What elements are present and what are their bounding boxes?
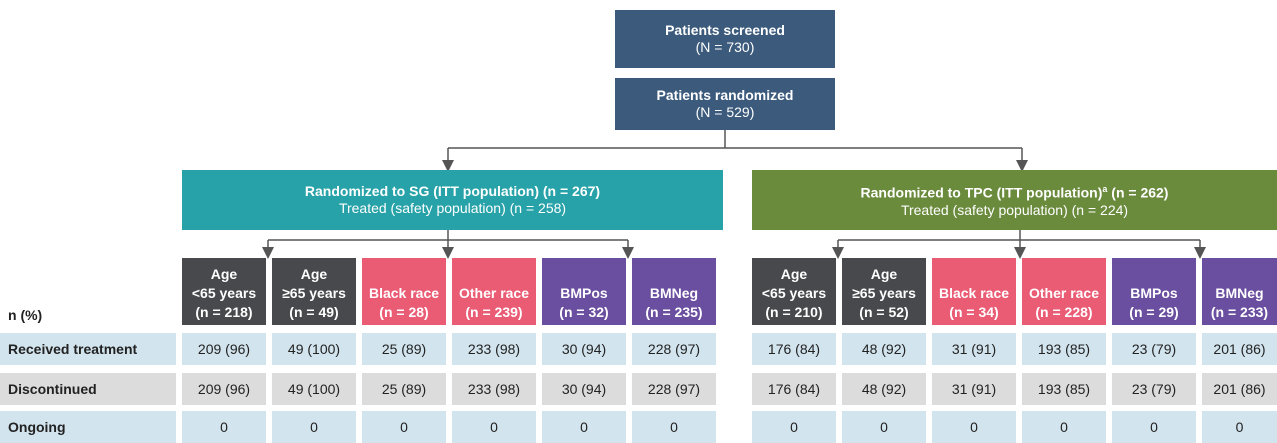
cell: 0: [1022, 411, 1106, 443]
arm-n: (n = 267): [542, 183, 601, 199]
group-label: (n = 235): [645, 304, 703, 320]
group-label: (n = 218): [195, 304, 253, 320]
group-header: Black race (n = 34): [932, 258, 1016, 325]
arm-title: Randomized to SG (ITT population): [304, 183, 539, 199]
group-label: (n = 228): [1035, 304, 1093, 320]
group-label: Black race: [938, 285, 1010, 301]
row-label: Discontinued: [0, 373, 176, 405]
group-label: (n = 32): [559, 304, 609, 320]
arm-title-line: Randomized to TPC (ITT population)a (n =…: [861, 181, 1169, 202]
cell: 0: [542, 411, 626, 443]
cell: 0: [632, 411, 716, 443]
screened-n: (N = 730): [695, 39, 755, 55]
cell: 0: [182, 411, 266, 443]
cell: 0: [272, 411, 356, 443]
cell: 233 (98): [452, 373, 536, 405]
group-header: BMPos (n = 29): [1112, 258, 1196, 325]
group-label: (n = 29): [1129, 304, 1179, 320]
cell: 49 (100): [272, 333, 356, 365]
arm-treated: Treated (safety population) (n = 224): [900, 201, 1129, 218]
cell: 31 (91): [932, 373, 1016, 405]
arm-box: Randomized to TPC (ITT population)a (n =…: [752, 170, 1277, 230]
cell: 193 (85): [1022, 373, 1106, 405]
group-label: (n = 210): [765, 304, 823, 320]
cell: 193 (85): [1022, 333, 1106, 365]
group-label: Black race: [368, 285, 440, 301]
cell: 23 (79): [1112, 333, 1196, 365]
arm-title-line: Randomized to SG (ITT population) (n = 2…: [305, 183, 600, 200]
cell: 0: [842, 411, 926, 443]
group-label: (n = 233): [1210, 304, 1269, 320]
cell: 0: [362, 411, 446, 443]
cell: 49 (100): [272, 373, 356, 405]
group-label: (n = 34): [949, 304, 999, 320]
screened-title: Patients screened: [665, 22, 785, 38]
group-label: (n = 28): [379, 304, 429, 320]
group-label: Other race: [1028, 285, 1100, 301]
arm-treated: Treated (safety population) (n = 258): [338, 200, 567, 216]
cell: 209 (96): [182, 333, 266, 365]
group-label: Age: [870, 266, 898, 282]
cell: 233 (98): [452, 333, 536, 365]
cell: 48 (92): [842, 373, 926, 405]
group-label: (n = 239): [465, 304, 523, 320]
group-header: BMPos (n = 32): [542, 258, 626, 325]
group-header: Age <65 years (n = 210): [752, 258, 836, 325]
group-label: <65 years: [191, 285, 257, 301]
cell: 31 (91): [932, 333, 1016, 365]
cell: 228 (97): [632, 333, 716, 365]
group-label: BMNeg: [649, 285, 699, 301]
group-label: Age: [210, 266, 238, 282]
group-label: Age: [780, 266, 808, 282]
cell: 0: [1112, 411, 1196, 443]
cell: 25 (89): [362, 373, 446, 405]
cell: 0: [452, 411, 536, 443]
cell: 201 (86): [1202, 333, 1277, 365]
randomized-box: Patients randomized (N = 529): [615, 78, 835, 130]
row-label: Ongoing: [0, 411, 176, 443]
cell: 209 (96): [182, 373, 266, 405]
group-header: Black race (n = 28): [362, 258, 446, 325]
cell: 30 (94): [542, 333, 626, 365]
cell: 30 (94): [542, 373, 626, 405]
table-header: n (%): [8, 307, 43, 323]
group-label: BMPos: [1130, 285, 1178, 301]
group-label: <65 years: [761, 285, 827, 301]
cell: 228 (97): [632, 373, 716, 405]
arm-n: (n = 262): [1111, 184, 1169, 201]
group-header: Age ≥65 years (n = 49): [272, 258, 356, 325]
cell: 48 (92): [842, 333, 926, 365]
group-header: Age ≥65 years (n = 52): [842, 258, 926, 325]
cell: 23 (79): [1112, 373, 1196, 405]
arm-title: Randomized to TPC (ITT population): [860, 184, 1103, 201]
cell: 0: [752, 411, 836, 443]
group-label: (n = 49): [289, 304, 339, 320]
group-header: Other race (n = 239): [452, 258, 536, 325]
randomized-title: Patients randomized: [656, 87, 794, 103]
group-header: BMNeg (n = 235): [632, 258, 716, 325]
group-header: Other race (n = 228): [1022, 258, 1106, 325]
randomized-n: (N = 529): [695, 104, 755, 120]
cell: 0: [932, 411, 1016, 443]
group-label: (n = 52): [859, 304, 909, 320]
cell: 176 (84): [752, 333, 836, 365]
footnote-mark: a: [1102, 184, 1108, 195]
arm-box: Randomized to SG (ITT population) (n = 2…: [182, 170, 723, 230]
group-header: BMNeg (n = 233): [1202, 258, 1277, 325]
group-label: BMNeg: [1215, 285, 1264, 301]
row-label: Received treatment: [0, 333, 176, 365]
cell: 25 (89): [362, 333, 446, 365]
screened-box: Patients screened (N = 730): [615, 10, 835, 68]
group-header: Age <65 years (n = 218): [182, 258, 266, 325]
cell: 0: [1202, 411, 1277, 443]
cell: 201 (86): [1202, 373, 1277, 405]
cell: 176 (84): [752, 373, 836, 405]
group-label: Other race: [458, 285, 530, 301]
group-label: ≥65 years: [852, 285, 916, 301]
group-label: ≥65 years: [282, 285, 346, 301]
group-label: Age: [300, 266, 328, 282]
group-label: BMPos: [560, 285, 608, 301]
